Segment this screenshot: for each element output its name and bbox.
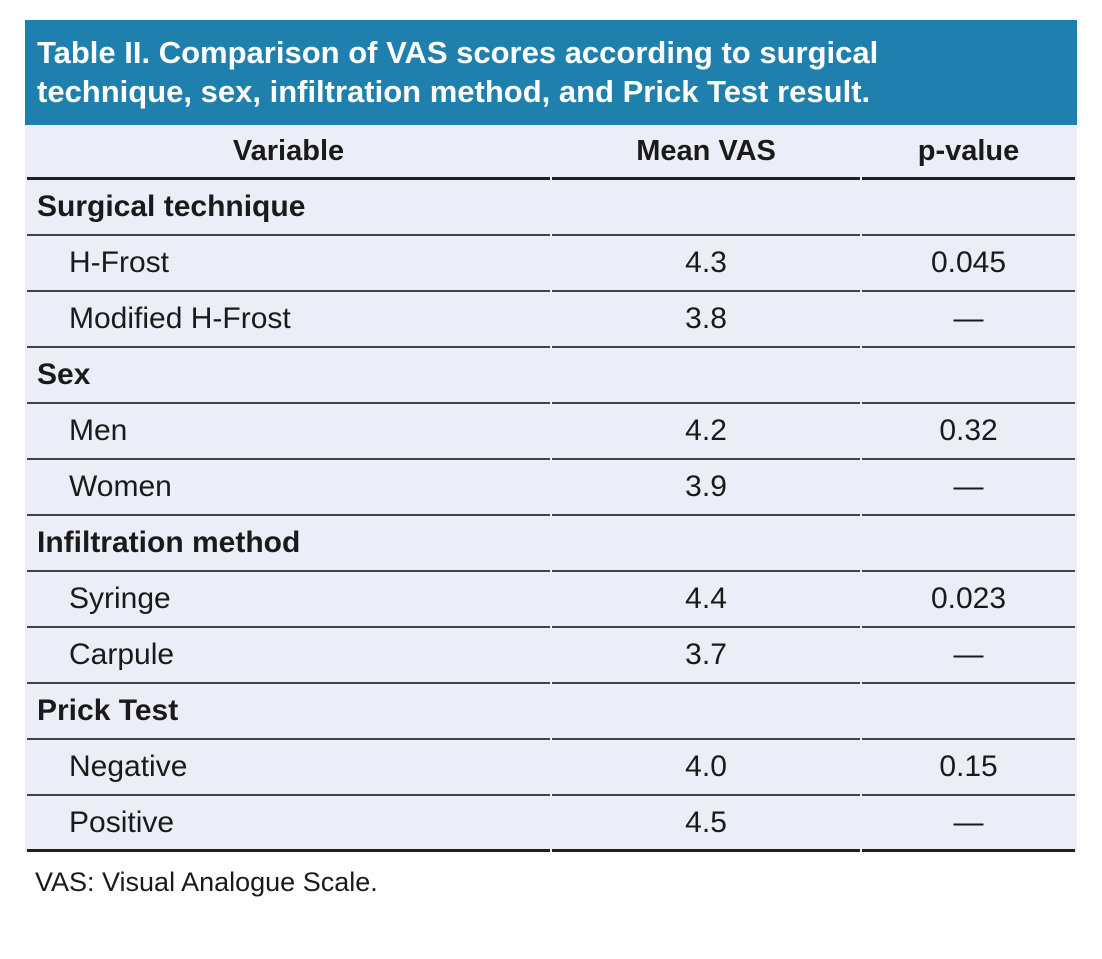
section-row: Surgical technique: [27, 180, 1075, 236]
mean-vas-cell: 4.0: [552, 740, 861, 796]
p-value-cell: 0.32: [862, 404, 1075, 460]
section-header-cell: Surgical technique: [27, 180, 551, 236]
mean-vas-cell: 3.7: [552, 628, 861, 684]
table-row: Positive 4.5—: [27, 796, 1075, 852]
table-row: Women 3.9—: [27, 460, 1075, 516]
table-title: Table II. Comparison of VAS scores accor…: [25, 20, 1077, 125]
section-empty-cell: [552, 684, 861, 740]
variable-cell: Men: [27, 404, 551, 460]
table-footnote: VAS: Visual Analogue Scale.: [35, 867, 378, 897]
p-value-cell: —: [862, 628, 1075, 684]
p-value-cell: —: [862, 796, 1075, 852]
section-row: Infiltration method: [27, 516, 1075, 572]
section-empty-cell: [552, 516, 861, 572]
section-empty-cell: [552, 348, 861, 404]
table-row: Men 4.2 0.32: [27, 404, 1075, 460]
mean-vas-cell: 3.9: [552, 460, 861, 516]
variable-cell: Syringe: [27, 572, 551, 628]
p-value-cell: 0.15: [862, 740, 1075, 796]
p-value-cell: 0.045: [862, 236, 1075, 292]
mean-vas-cell: 3.8: [552, 292, 861, 348]
section-row: Sex: [27, 348, 1075, 404]
p-value-cell: —: [862, 292, 1075, 348]
header-row: Variable Mean VAS p-value: [27, 125, 1075, 180]
mean-vas-cell: 4.3: [552, 236, 861, 292]
section-header-cell: Prick Test: [27, 684, 551, 740]
variable-cell: Negative: [27, 740, 551, 796]
section-empty-cell: [862, 348, 1075, 404]
mean-vas-cell: 4.4: [552, 572, 861, 628]
mean-vas-cell: 4.5: [552, 796, 861, 852]
variable-cell: Women: [27, 460, 551, 516]
p-value-cell: —: [862, 460, 1075, 516]
section-header-cell: Infiltration method: [27, 516, 551, 572]
table-row: Negative 4.0 0.15: [27, 740, 1075, 796]
column-header-mean-vas: Mean VAS: [552, 125, 861, 180]
section-empty-cell: [552, 180, 861, 236]
table-row: Carpule 3.7—: [27, 628, 1075, 684]
mean-vas-cell: 4.2: [552, 404, 861, 460]
variable-cell: H-Frost: [27, 236, 551, 292]
section-row: Prick Test: [27, 684, 1075, 740]
column-header-p-value: p-value: [862, 125, 1075, 180]
section-empty-cell: [862, 684, 1075, 740]
section-empty-cell: [862, 516, 1075, 572]
table-row: Modified H-Frost 3.8—: [27, 292, 1075, 348]
variable-cell: Positive: [27, 796, 551, 852]
table-row: Syringe 4.4 0.023: [27, 572, 1075, 628]
variable-cell: Modified H-Frost: [27, 292, 551, 348]
section-empty-cell: [862, 180, 1075, 236]
section-header-cell: Sex: [27, 348, 551, 404]
vas-comparison-table: Variable Mean VAS p-value Surgical techn…: [25, 125, 1077, 852]
table-row: H-Frost 4.3 0.045: [27, 236, 1075, 292]
column-header-variable: Variable: [27, 125, 551, 180]
variable-cell: Carpule: [27, 628, 551, 684]
p-value-cell: 0.023: [862, 572, 1075, 628]
